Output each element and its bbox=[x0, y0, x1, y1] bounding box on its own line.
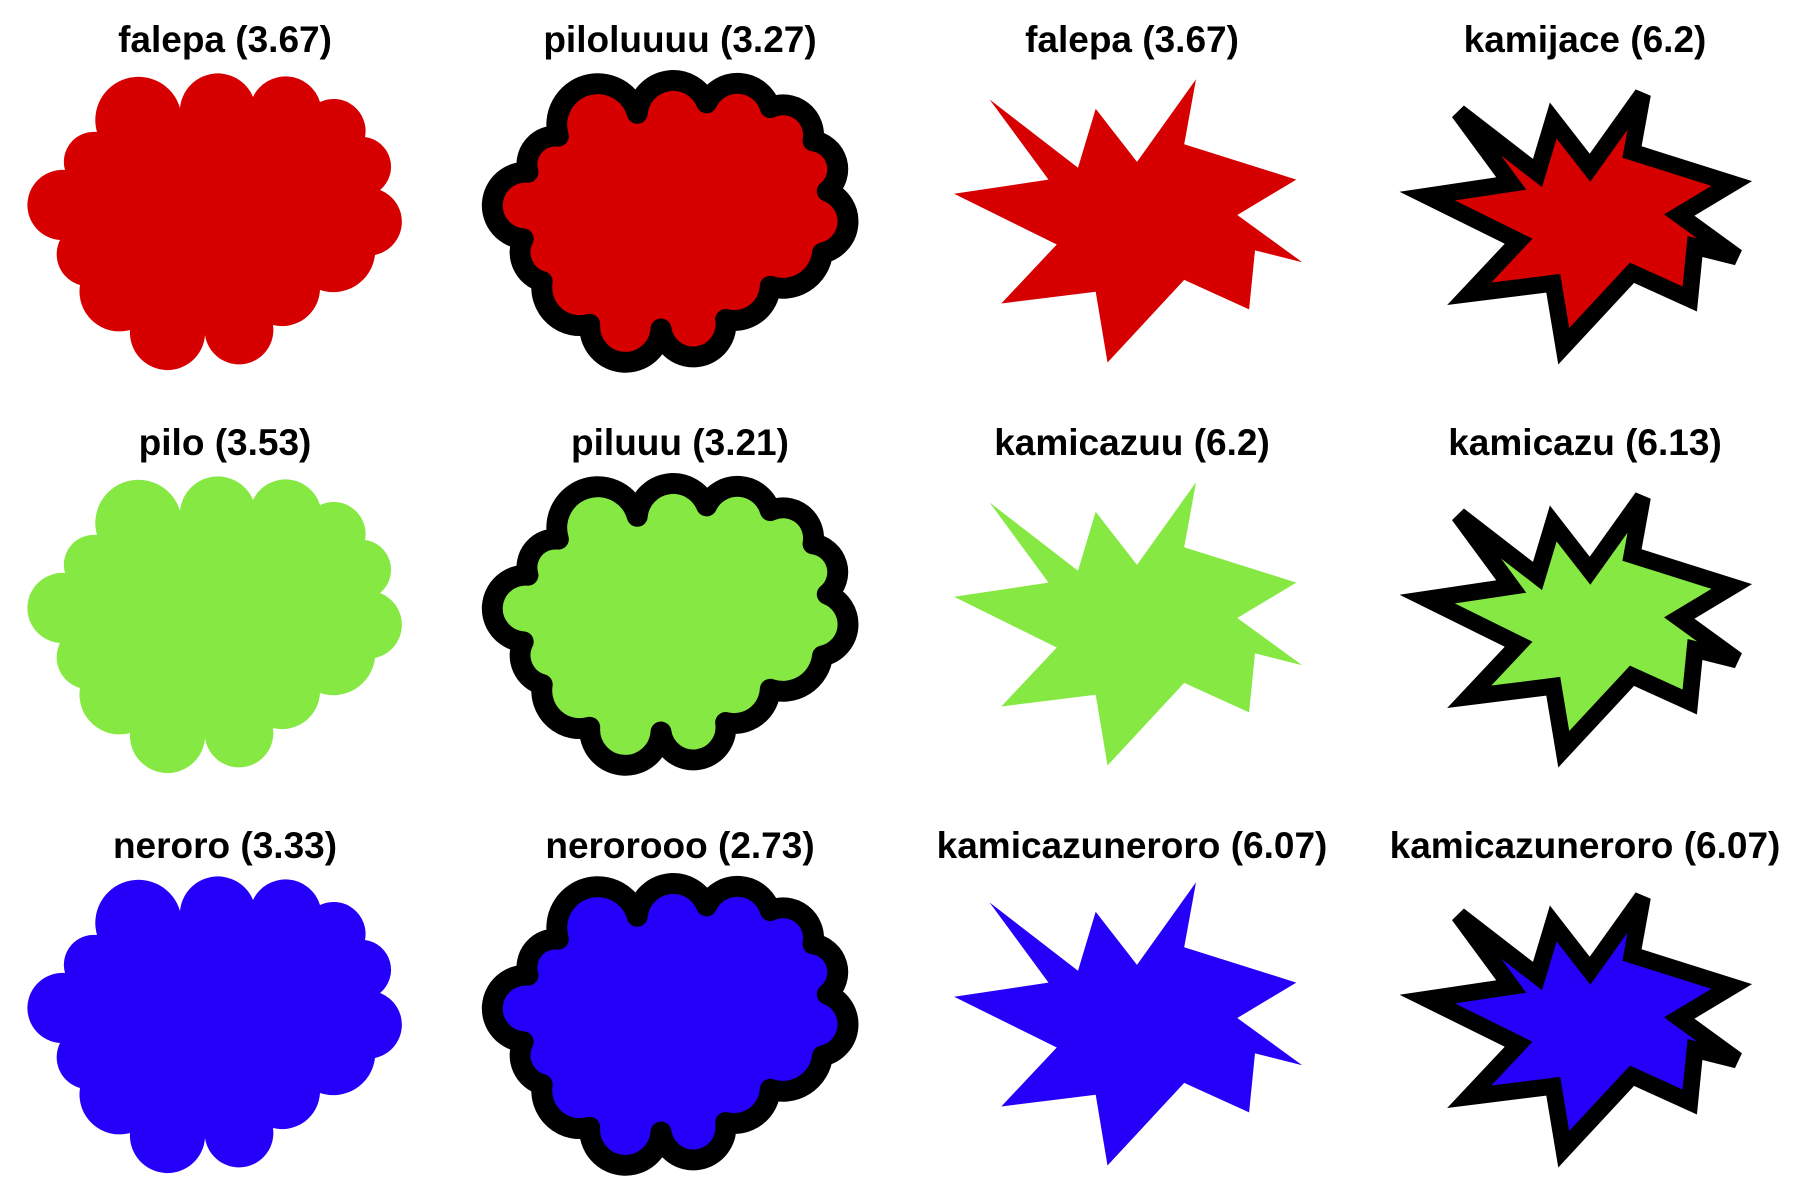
starburst-shape bbox=[954, 882, 1303, 1166]
cell-0: falepa (3.67) bbox=[27, 19, 402, 371]
cell-6: kamicazuu (6.2) bbox=[954, 422, 1303, 766]
cell-label: neroro (3.33) bbox=[113, 825, 337, 866]
cloud-shape-outlined bbox=[492, 81, 848, 363]
cloud-shape-outlined bbox=[492, 884, 848, 1166]
cloud-shape bbox=[27, 476, 402, 774]
cell-label: kamicazuu (6.2) bbox=[994, 422, 1270, 463]
cell-label: kamicazu (6.13) bbox=[1448, 422, 1722, 463]
cell-9: nerorooo (2.73) bbox=[492, 825, 848, 1165]
cloud-shape bbox=[27, 73, 402, 371]
cell-2: falepa (3.67) bbox=[954, 19, 1303, 363]
cell-label: pilo (3.53) bbox=[139, 422, 312, 463]
cloud-shape-outlined bbox=[492, 484, 848, 766]
cell-7: kamicazu (6.13) bbox=[1427, 422, 1737, 749]
cell-label: nerorooo (2.73) bbox=[545, 825, 814, 866]
cell-5: piluuu (3.21) bbox=[492, 422, 848, 765]
cloud-shape bbox=[27, 876, 402, 1174]
cell-3: kamijace (6.2) bbox=[1427, 19, 1737, 346]
starburst-shape-outlined bbox=[1427, 497, 1737, 749]
cell-11: kamicazuneroro (6.07) bbox=[1390, 825, 1781, 1149]
cell-1: piloluuuu (3.27) bbox=[492, 19, 848, 362]
starburst-shape-outlined bbox=[1427, 897, 1737, 1149]
cell-label: kamicazuneroro (6.07) bbox=[1390, 825, 1781, 866]
cell-label: piloluuuu (3.27) bbox=[543, 19, 816, 60]
cell-8: neroro (3.33) bbox=[27, 825, 402, 1174]
cell-label: piluuu (3.21) bbox=[571, 422, 789, 463]
cell-10: kamicazuneroro (6.07) bbox=[937, 825, 1328, 1166]
starburst-shape-outlined bbox=[1427, 94, 1737, 346]
starburst-shape bbox=[954, 79, 1303, 363]
starburst-shape bbox=[954, 482, 1303, 766]
cell-label: kamijace (6.2) bbox=[1464, 19, 1707, 60]
cell-4: pilo (3.53) bbox=[27, 422, 402, 774]
cell-label: falepa (3.67) bbox=[118, 19, 332, 60]
cell-label: falepa (3.67) bbox=[1025, 19, 1239, 60]
cell-label: kamicazuneroro (6.07) bbox=[937, 825, 1328, 866]
